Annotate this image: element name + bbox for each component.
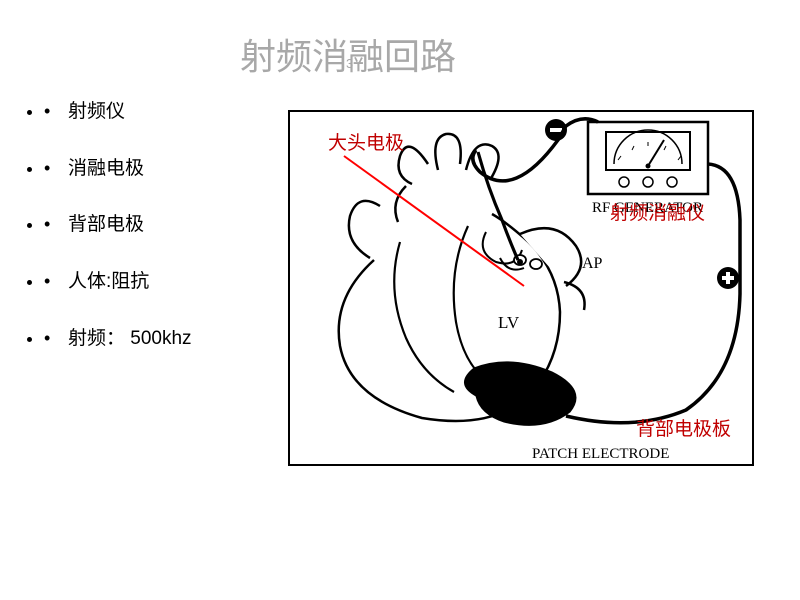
page-title: 射频消融回路	[240, 28, 456, 80]
page-number: 3	[346, 56, 353, 71]
list-item: 射频： 500khz	[44, 327, 264, 352]
list-item: 人体:阻抗	[44, 270, 264, 295]
svg-text:AP: AP	[582, 255, 603, 272]
annotation-rf-generator: 射频消融仪	[610, 198, 705, 225]
rf-circuit-diagram: AP LV RF GENERATOR PATCH ELECTRODE	[288, 110, 754, 466]
annotation-back-patch: 背部电极板	[636, 414, 731, 441]
annotation-tip-electrode: 大头电极	[328, 128, 404, 155]
svg-text:LV: LV	[498, 313, 520, 332]
list-item: 背部电极	[44, 213, 264, 238]
list-item: 射频仪	[44, 100, 264, 125]
bullet-list: 射频仪 消融电极 背部电极 人体:阻抗 射频： 500khz	[44, 100, 264, 383]
list-item: 消融电极	[44, 157, 264, 182]
patch-electrode-label-en: PATCH ELECTRODE	[532, 446, 669, 462]
